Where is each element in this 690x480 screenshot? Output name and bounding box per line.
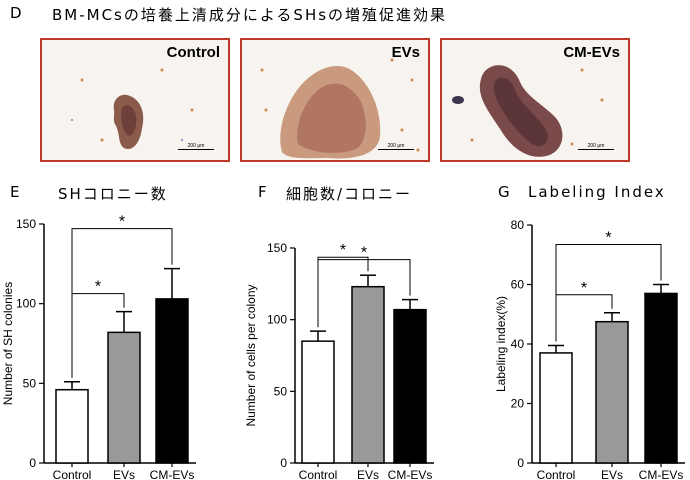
x-tick-label: EVs	[601, 468, 623, 480]
y-tick-label: 100	[267, 313, 287, 327]
bar	[351, 285, 385, 464]
micrograph-control: Control 200 μm	[40, 38, 230, 162]
significance-star: *	[605, 230, 611, 247]
significance-bracket	[555, 244, 662, 342]
y-axis-label: Number of SH colonies	[1, 282, 15, 405]
panel-g-letter: G	[498, 183, 512, 201]
panel-d-title: BM-MCsの培養上清成分によるSHsの増殖促進効果	[52, 6, 448, 24]
y-tick-label: 20	[511, 397, 525, 411]
micrograph-caption: CM-EVs	[563, 44, 620, 61]
significance-star: *	[581, 280, 587, 297]
y-tick-label: 80	[511, 218, 525, 232]
bar	[55, 388, 89, 464]
y-tick-label: 150	[267, 241, 287, 255]
colony-image-cm-evs	[452, 65, 604, 157]
y-tick-label: 0	[517, 456, 524, 470]
x-tick-label: EVs	[113, 468, 135, 480]
scale-bar: 200 μm	[578, 143, 614, 150]
y-tick-label: 60	[511, 278, 525, 292]
x-tick-label: Control	[53, 468, 92, 480]
y-tick-label: 0	[29, 456, 36, 470]
x-tick-label: CM-EVs	[388, 468, 433, 480]
significance-star: *	[340, 242, 346, 259]
panel-e-letter: E	[10, 183, 22, 201]
x-tick-label: EVs	[357, 468, 379, 480]
y-tick-label: 100	[16, 297, 36, 311]
scale-bar: 200 μm	[178, 143, 214, 150]
panel-d-letter: D	[10, 4, 24, 22]
y-tick-label: 0	[280, 456, 287, 470]
panel-e-title: SHコロニー数	[58, 185, 168, 203]
significance-bracket	[71, 228, 173, 378]
bar	[595, 320, 629, 464]
significance-star: *	[119, 214, 125, 231]
bar	[155, 298, 189, 464]
significance-star: *	[361, 245, 367, 262]
y-tick-label: 40	[511, 337, 525, 351]
y-tick-label: 150	[16, 217, 36, 231]
colony-image-evs	[260, 58, 420, 159]
panel-f-letter: F	[258, 183, 269, 201]
panel-g-title: Labeling Index	[528, 183, 666, 201]
x-tick-label: Control	[299, 468, 338, 480]
scale-bar: 200 μm	[378, 143, 414, 150]
x-tick-label: CM-EVs	[150, 468, 195, 480]
colony-image-control	[70, 68, 194, 150]
bar	[539, 352, 573, 464]
x-tick-label: CM-EVs	[639, 468, 684, 480]
micrograph-evs: EVs 200 μm	[240, 38, 430, 162]
micrograph-cm-evs: CM-EVs 200 μm	[440, 38, 630, 162]
y-axis-label: Number of cells per colony	[244, 284, 258, 426]
micrograph-caption: Control	[166, 44, 220, 61]
significance-bracket	[317, 259, 411, 328]
bar	[393, 308, 427, 464]
panel-f-title: 細胞数/コロニー	[286, 185, 413, 203]
bar	[644, 292, 678, 464]
y-tick-label: 50	[274, 384, 288, 398]
y-tick-label: 50	[23, 376, 37, 390]
micrograph-caption: EVs	[391, 44, 420, 61]
significance-star: *	[95, 279, 101, 296]
x-tick-label: Control	[537, 468, 576, 480]
bar	[107, 331, 141, 464]
y-axis-label: Labeling index(%)	[494, 296, 508, 392]
bar	[301, 340, 335, 464]
